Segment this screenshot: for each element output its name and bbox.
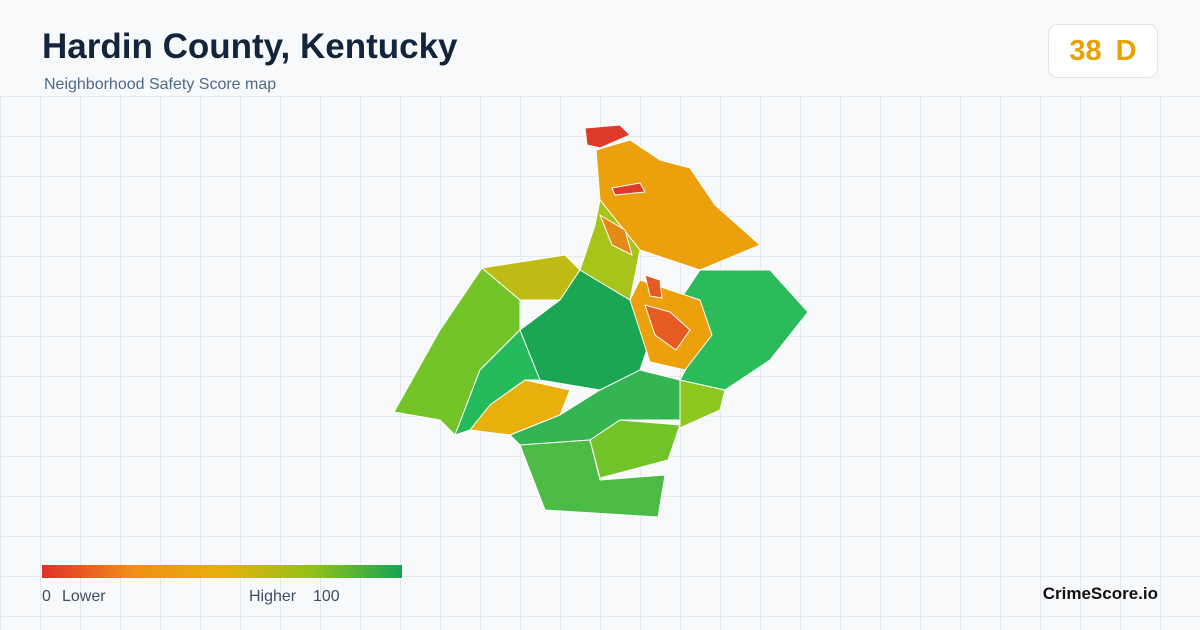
subtitle: Neighborhood Safety Score map (44, 76, 277, 93)
legend-max-label: Higher (249, 588, 297, 605)
score-badge: 38 D (1048, 24, 1158, 78)
legend-gradient (42, 565, 402, 578)
legend-min: 0 (42, 588, 51, 605)
region (599, 214, 633, 256)
score-value: 38 (1069, 34, 1102, 67)
region (589, 419, 681, 479)
region (579, 199, 641, 301)
score-grade: D (1115, 34, 1137, 67)
neighborhoods (393, 124, 809, 518)
region (584, 124, 631, 149)
region (644, 274, 663, 299)
title: Hardin County, Kentucky (42, 27, 458, 66)
brand: CrimeScore.io (1042, 584, 1158, 603)
legend-max: 100 (313, 588, 340, 605)
region (644, 304, 691, 351)
header-bar (0, 0, 1200, 97)
region (611, 182, 646, 196)
legend-min-label: Lower (62, 588, 106, 605)
